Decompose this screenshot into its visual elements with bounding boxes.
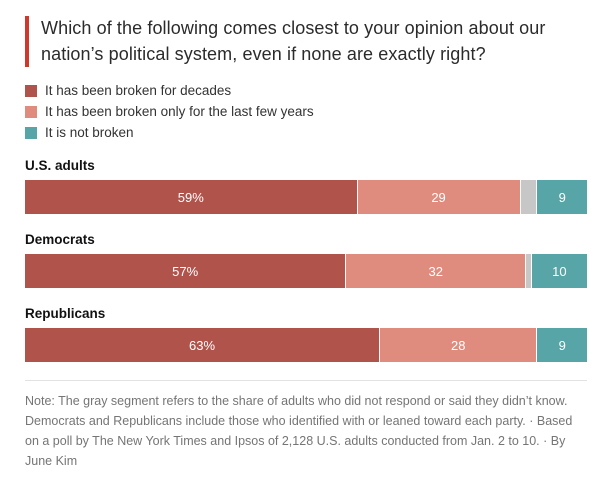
- stacked-bar: 63% 28 9: [25, 328, 587, 363]
- footnote: Note: The gray segment refers to the sha…: [25, 380, 587, 471]
- bar-segment: 10: [530, 254, 587, 289]
- bar-segment: 29: [356, 180, 520, 215]
- bar-segment: 32: [345, 254, 526, 289]
- legend-label: It is not broken: [45, 125, 134, 141]
- chart-title: Which of the following comes closest to …: [41, 18, 546, 64]
- category-label: Democrats: [25, 232, 95, 248]
- legend-swatch-not-broken: [25, 126, 37, 139]
- segment-value: 57%: [172, 263, 199, 279]
- stacked-bar: 59% 29 9: [25, 180, 587, 215]
- chart-card: Which of the following comes closest to …: [25, 16, 587, 471]
- legend: It has been broken for decades It has be…: [25, 83, 587, 140]
- bar-group: Democrats 57% 32 10: [25, 232, 587, 289]
- legend-label: It has been broken only for the last few…: [45, 104, 314, 120]
- legend-item: It is not broken: [25, 125, 587, 140]
- segment-value: 32: [428, 263, 443, 279]
- stacked-bar: 57% 32 10: [25, 254, 587, 289]
- title-accent-bar: [25, 16, 29, 68]
- segment-value: 28: [450, 337, 466, 353]
- legend-swatch-broken-decades: [25, 84, 37, 97]
- segment-value: 9: [558, 337, 566, 353]
- bar-segment: [525, 254, 531, 289]
- segment-value: 10: [552, 263, 567, 279]
- bar-segment: 9: [536, 328, 587, 363]
- segment-value: 9: [558, 189, 566, 205]
- bar-segment: 57%: [25, 254, 346, 289]
- legend-item: It has been broken for decades: [25, 83, 587, 98]
- legend-swatch-broken-few-years: [25, 105, 37, 118]
- legend-label: It has been broken for decades: [45, 83, 232, 99]
- bar-chart: U.S. adults 59% 29 9 Democrats 57% 32 10 Republi…: [25, 158, 587, 363]
- segment-value: 29: [431, 189, 446, 205]
- category-label: U.S. adults: [25, 158, 95, 174]
- bar-group: Republicans 63% 28 9: [25, 306, 587, 363]
- segment-value: 59%: [177, 189, 204, 205]
- segment-value: 63%: [189, 337, 216, 353]
- bar-group: U.S. adults 59% 29 9: [25, 158, 587, 215]
- bar-segment: 9: [536, 180, 587, 215]
- category-label: Republicans: [25, 306, 106, 322]
- bar-segment: 63%: [25, 328, 380, 363]
- bar-segment: 28: [379, 328, 537, 363]
- title-block: Which of the following comes closest to …: [25, 16, 587, 68]
- legend-item: It has been broken only for the last few…: [25, 104, 587, 119]
- bar-segment: 59%: [25, 180, 357, 215]
- bar-segment: [519, 180, 537, 215]
